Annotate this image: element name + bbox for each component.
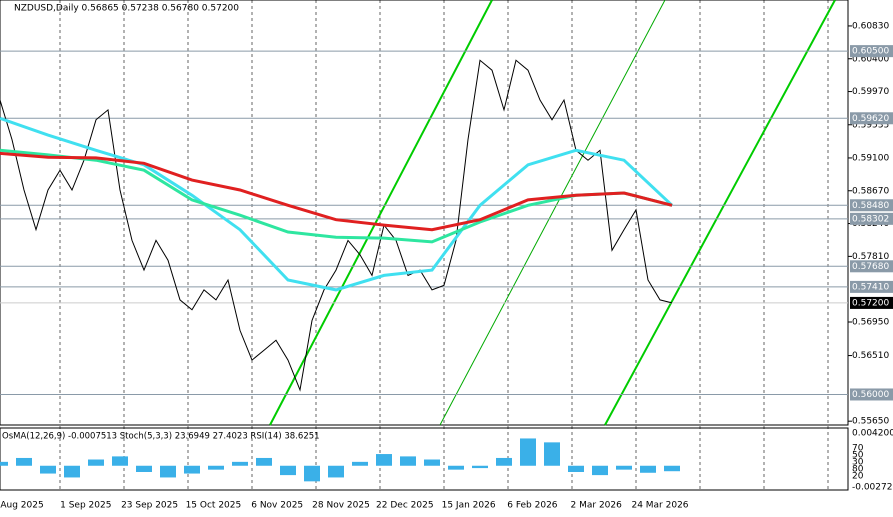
last-price-box bbox=[850, 296, 893, 309]
osma-bar bbox=[568, 465, 584, 472]
x-tick-label: 24 Mar 2026 bbox=[631, 501, 688, 511]
osma-bar bbox=[232, 461, 248, 466]
x-tick-label: 15 Jan 2026 bbox=[442, 501, 496, 511]
osma-bar bbox=[256, 457, 272, 466]
level-label: 0.58302 bbox=[852, 214, 889, 224]
x-tick-label: 28 Nov 2025 bbox=[312, 501, 370, 511]
level-box bbox=[850, 280, 893, 293]
channel-line bbox=[439, 0, 666, 426]
price-pane bbox=[0, 0, 849, 426]
x-tick-label: 6 Feb 2026 bbox=[507, 501, 558, 511]
y-tick-label: 0.59100 bbox=[852, 153, 889, 163]
osma-bar bbox=[424, 459, 440, 466]
osma-bar bbox=[88, 459, 104, 466]
x-tick-label: 1 Sep 2025 bbox=[60, 501, 111, 511]
osma-bar bbox=[520, 438, 536, 466]
y-tick-label: 0.56950 bbox=[852, 317, 889, 327]
osma-bar bbox=[184, 465, 200, 474]
level-box bbox=[850, 388, 893, 401]
indicator-tick-label: 0.004200 bbox=[852, 429, 893, 439]
level-box bbox=[850, 212, 893, 225]
x-tick-label: 15 Oct 2025 bbox=[186, 501, 242, 511]
level-label: 0.57680 bbox=[852, 262, 889, 272]
level-box bbox=[850, 45, 893, 58]
last-price-label: 0.57200 bbox=[852, 298, 889, 308]
indicator-tick-label: -0.002725 bbox=[852, 483, 893, 493]
osma-bar bbox=[544, 442, 560, 466]
channel-line bbox=[269, 0, 493, 426]
osma-bar bbox=[64, 465, 80, 478]
osma-bar bbox=[112, 456, 128, 466]
y-tick-label: 0.57810 bbox=[852, 252, 889, 262]
x-tick-label: Aug 2025 bbox=[0, 501, 43, 511]
grid bbox=[59, 0, 829, 490]
osma-bar bbox=[304, 465, 320, 482]
osma-bar bbox=[376, 454, 392, 466]
osma-bar bbox=[496, 457, 512, 466]
osma-bar bbox=[616, 465, 632, 470]
indicator-level-label: 80 bbox=[852, 465, 864, 475]
y-tick-label: 0.55650 bbox=[852, 417, 889, 427]
y-tick-label: 0.60400 bbox=[852, 54, 889, 64]
moving-average bbox=[0, 148, 673, 244]
x-tick-label: 6 Nov 2025 bbox=[251, 501, 303, 511]
level-box bbox=[850, 260, 893, 273]
indicator-level-label: 50 bbox=[852, 451, 864, 461]
y-tick-label: 0.58670 bbox=[852, 186, 889, 196]
indicator-title: OsMA(12,26,9) -0.0007513 Stoch(5,3,3) 23… bbox=[2, 432, 320, 442]
indicator-level-label: 70 bbox=[852, 444, 864, 454]
indicator-level-label: 20 bbox=[852, 472, 864, 482]
y-tick-label: 0.60830 bbox=[852, 21, 889, 31]
osma-bar bbox=[328, 465, 344, 478]
indicator-pane bbox=[0, 427, 849, 491]
y-tick-label: 0.59970 bbox=[852, 87, 889, 97]
channel-line bbox=[604, 0, 836, 426]
level-label: 0.58480 bbox=[852, 201, 889, 211]
price-line bbox=[0, 59, 673, 392]
osma-bar bbox=[400, 456, 416, 466]
osma-bar bbox=[448, 465, 464, 470]
osma-bar bbox=[208, 465, 224, 470]
level-box bbox=[850, 199, 893, 212]
level-label: 0.59620 bbox=[852, 114, 889, 124]
y-tick-label: 0.59535 bbox=[852, 120, 889, 130]
osma-bar bbox=[664, 465, 680, 472]
osma-bar bbox=[160, 465, 176, 478]
x-tick-label: 2 Mar 2026 bbox=[571, 501, 623, 511]
moving-average bbox=[0, 116, 674, 292]
osma-bar bbox=[640, 465, 656, 473]
level-label: 0.60500 bbox=[852, 47, 889, 57]
osma-bar bbox=[136, 465, 152, 472]
osma-bar bbox=[0, 461, 8, 466]
level-box bbox=[850, 112, 893, 125]
osma-bar bbox=[472, 465, 488, 469]
chart-title: NZDUSD,Daily 0.56865 0.57238 0.56780 0.5… bbox=[14, 4, 239, 14]
osma-bar bbox=[352, 461, 368, 466]
level-label: 0.56000 bbox=[852, 390, 889, 400]
level-label: 0.57410 bbox=[852, 282, 889, 292]
indicator-level-label: 30 bbox=[852, 458, 864, 468]
x-tick-label: 23 Sep 2025 bbox=[121, 501, 178, 511]
osma-bar bbox=[592, 465, 608, 476]
y-tick-label: 0.56510 bbox=[852, 351, 889, 361]
osma-bar bbox=[40, 465, 56, 474]
x-tick-label: 22 Dec 2025 bbox=[376, 501, 434, 511]
osma-bar bbox=[16, 457, 32, 466]
moving-average bbox=[0, 151, 673, 232]
osma-bar bbox=[280, 465, 296, 476]
